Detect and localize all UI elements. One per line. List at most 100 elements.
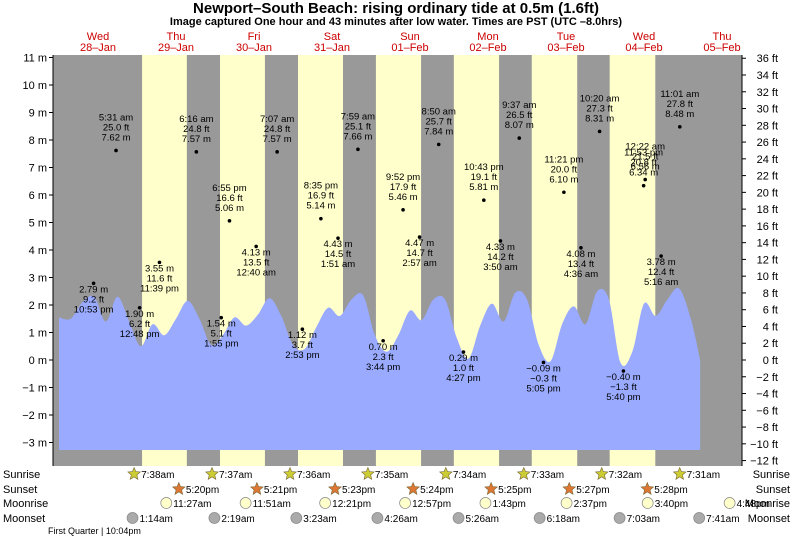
left-axis-tick-label: −1 m — [22, 383, 47, 395]
sunset-star-icon — [562, 481, 577, 495]
tide-label: 8.31 m — [585, 113, 614, 124]
tide-label: 25.7 ft — [426, 116, 453, 127]
tide-label: 2.79 m — [79, 284, 108, 295]
tide-label: 27.3 ft — [586, 103, 613, 114]
tide-label: 5:16 am — [644, 277, 678, 288]
tide-label: 3.7 ft — [292, 340, 313, 351]
left-axis-tick-label: 11 m — [23, 53, 47, 65]
sunrise-time: 7:36am — [297, 470, 330, 481]
left-axis-tick-label: 5 m — [29, 218, 47, 230]
right-axis-tick-label: −12 ft — [750, 456, 778, 468]
right-axis-tick-label: 0 ft — [763, 355, 778, 367]
tide-point — [137, 305, 142, 310]
sunset-time: 5:25pm — [498, 485, 531, 496]
date-label: 04–Feb — [625, 42, 662, 54]
sunset-star-icon — [328, 481, 342, 495]
tide-point — [579, 246, 583, 250]
tide-label: 11:01 am — [660, 89, 699, 100]
footnote-moon-phase: First Quarter | 10:04pm — [48, 526, 141, 536]
tide-label: 24.8 ft — [264, 124, 291, 135]
tide-label: 3:50 am — [483, 262, 517, 273]
tide-label: 12:40 am — [236, 267, 276, 278]
tide-point — [659, 254, 663, 258]
tide-label: 13.4 ft — [568, 259, 595, 270]
sunset-time: 5:21pm — [264, 485, 297, 496]
left-axis-tick-label: −3 m — [22, 438, 47, 450]
moonrise-row-label-right: Moonrise — [745, 498, 790, 510]
tide-label: 3:44 pm — [366, 362, 400, 373]
tide-label: 12:48 pm — [120, 329, 160, 340]
tide-label: 11:39 pm — [140, 283, 179, 294]
right-axis-tick-label: 28 ft — [757, 120, 778, 132]
left-axis-tick-label: 6 m — [29, 190, 47, 202]
tide-label: 24.8 ft — [183, 124, 210, 135]
tide-label: 14.2 ft — [487, 252, 514, 263]
left-axis-tick-label: 0 m — [29, 355, 47, 367]
sunrise-row-label-right: Sunrise — [753, 469, 790, 481]
day-of-week-label: Thu — [713, 31, 732, 43]
day-of-week-label: Mon — [477, 31, 498, 43]
sunrise-time: 7:38am — [141, 470, 174, 481]
tide-label: −1.3 ft — [610, 382, 637, 393]
sunset-time: 5:23pm — [342, 485, 375, 496]
tide-label: 6:55 pm — [212, 183, 246, 194]
moonrise-row-label: Moonrise — [3, 498, 48, 510]
tide-label: 5.06 m — [215, 203, 244, 214]
left-axis-tick-label: 4 m — [29, 245, 47, 257]
day-of-week-label: Wed — [87, 31, 109, 43]
sunrise-star-icon — [516, 466, 531, 480]
moonset-icon — [290, 512, 303, 524]
tide-label: 10:53 pm — [74, 304, 114, 315]
right-axis-tick-label: −6 ft — [756, 405, 778, 417]
right-axis-tick-label: −4 ft — [756, 389, 778, 401]
moonrise-icon — [560, 497, 573, 509]
sunrise-time: 7:31am — [687, 470, 720, 481]
moonset-icon — [126, 512, 139, 524]
left-axis-tick-label: 8 m — [29, 135, 47, 147]
tide-label: 3.55 m — [145, 263, 174, 274]
moonset-row-label: Moonset — [3, 513, 45, 525]
tide-label: −0.3 ft — [530, 373, 557, 384]
moonrise-icon — [239, 497, 252, 509]
tide-label: 19.1 ft — [471, 172, 498, 183]
tide-label: −0.09 m — [526, 363, 561, 374]
tide-label: 7.62 m — [102, 132, 131, 143]
tide-label: 1.54 m — [207, 319, 236, 330]
moonrise-time: 3:40pm — [655, 499, 688, 510]
moonrise-icon — [319, 497, 332, 509]
right-axis-tick-label: 34 ft — [757, 70, 778, 82]
axes: 11 m 10 m 9 m 8 m 7 m 6 m 5 m 4 m 3 m 2 m 1 m 0 m −1… — [22, 31, 778, 468]
moonrise-time: 4:48pm — [737, 499, 770, 510]
sunrise-star-icon — [672, 466, 687, 480]
left-axis-tick-label: 10 m — [23, 80, 47, 92]
moonrise-time: 1:43pm — [492, 499, 525, 510]
moonset-time: 5:26am — [466, 514, 499, 525]
sunrise-time: 7:37am — [219, 470, 252, 481]
right-axis-tick-label: 18 ft — [757, 204, 778, 216]
right-axis-tick-label: 26 ft — [757, 137, 778, 149]
tide-label: 5:40 pm — [606, 392, 640, 403]
tide-label: 8:50 am — [422, 106, 456, 117]
tide-label: 12:22 am — [625, 142, 665, 153]
tide-label: 2:53 pm — [285, 350, 319, 361]
tide-point — [417, 235, 422, 239]
tide-point — [300, 327, 305, 332]
moonset-time: 3:23am — [303, 514, 336, 525]
right-axis-tick-label: 10 ft — [757, 271, 778, 283]
tide-point — [381, 338, 385, 343]
tide-point — [91, 281, 96, 286]
moonrise-time: 2:37pm — [574, 499, 607, 510]
tide-label: 5:31 am — [99, 112, 133, 123]
right-axis-tick-label: −10 ft — [750, 439, 778, 451]
tide-point — [517, 136, 522, 140]
moonset-time: 1:14am — [140, 514, 173, 525]
tide-point — [356, 147, 360, 152]
tide-label: 25.1 ft — [345, 121, 372, 132]
right-axis-tick-label: −2 ft — [756, 372, 778, 384]
left-axis-tick-label: 3 m — [29, 273, 47, 285]
tide-label: 10:20 am — [580, 93, 620, 104]
tide-label: 4.33 m — [486, 242, 515, 253]
sunrise-star-icon — [594, 466, 609, 480]
date-label: 02–Feb — [469, 42, 506, 54]
moonrise-time: 11:51am — [253, 499, 291, 510]
